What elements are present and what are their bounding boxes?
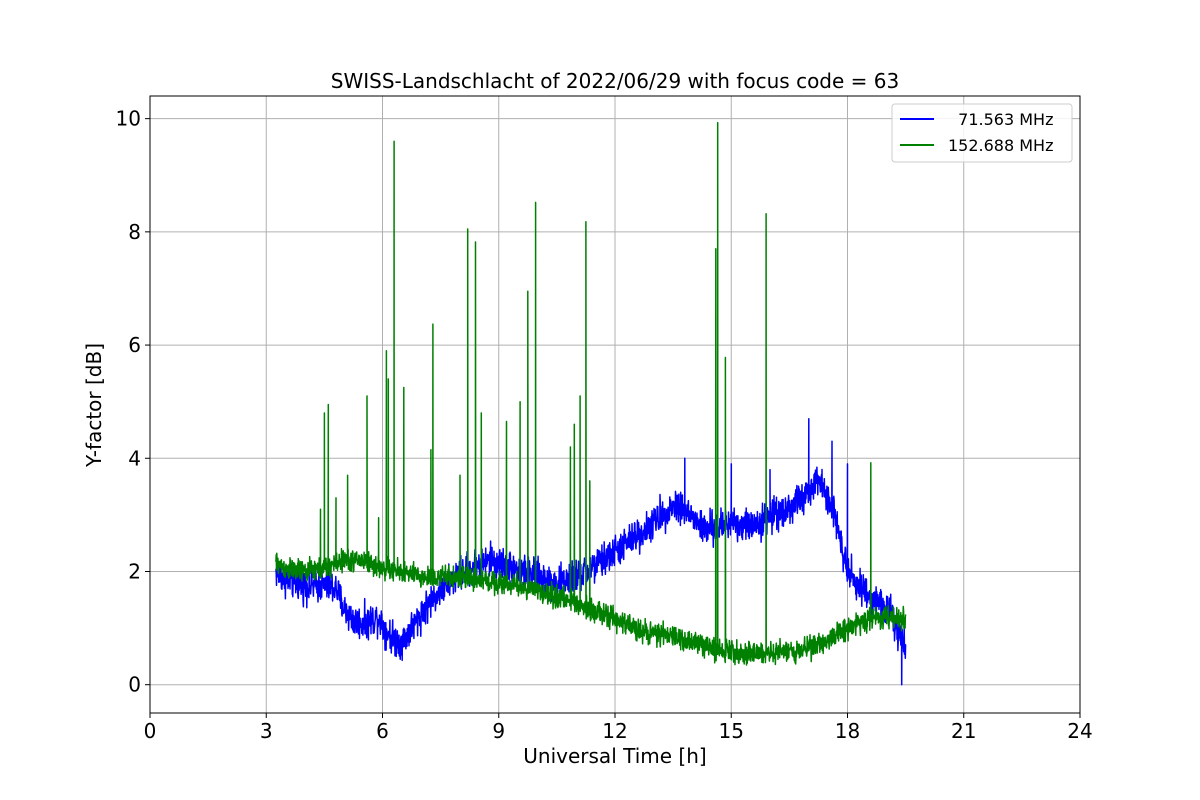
y-tick-label: 8 xyxy=(128,220,141,244)
y-tick-label: 10 xyxy=(116,107,141,131)
y-axis-label: Y-factor [dB] xyxy=(82,343,106,468)
series-layer xyxy=(275,121,907,686)
x-tick-label: 3 xyxy=(260,719,273,743)
x-tick-label: 24 xyxy=(1067,719,1092,743)
y-tick-label: 6 xyxy=(128,333,141,357)
x-tick-label: 12 xyxy=(602,719,627,743)
x-tick-label: 9 xyxy=(492,719,505,743)
y-tick-label: 2 xyxy=(128,559,141,583)
x-axis-label: Universal Time [h] xyxy=(523,744,706,768)
series-line-1 xyxy=(275,121,907,666)
y-tick-label: 4 xyxy=(128,446,141,470)
legend-box xyxy=(891,103,1073,163)
x-tick-label: 0 xyxy=(144,719,157,743)
x-tick-label: 21 xyxy=(951,719,976,743)
y-tick-label: 0 xyxy=(128,673,141,697)
legend-label-152-mhz: 152.688 MHz xyxy=(948,136,1053,155)
legend-label-71-mhz: 71.563 MHz xyxy=(948,110,1053,129)
series-line-0 xyxy=(275,417,907,686)
legend: 71.563 MHz 152.688 MHz xyxy=(891,103,1073,163)
x-tick-label: 18 xyxy=(835,719,860,743)
x-tick-label: 6 xyxy=(376,719,389,743)
x-tick-label: 15 xyxy=(719,719,744,743)
chart-title: SWISS-Landschlacht of 2022/06/29 with fo… xyxy=(331,69,899,93)
